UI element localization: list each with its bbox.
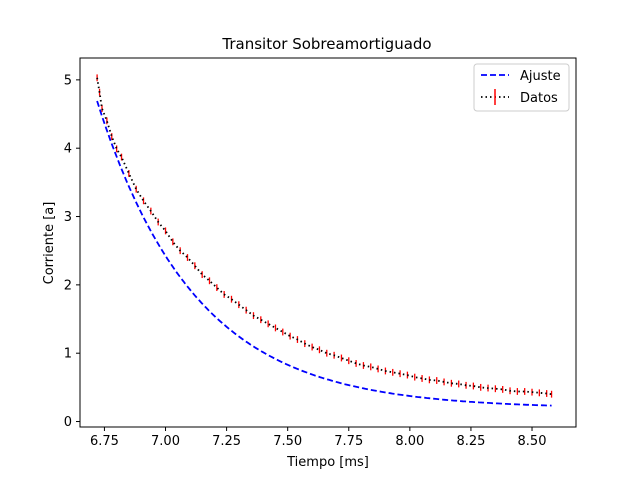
datos-line [96, 77, 552, 396]
legend-ajuste-label: Ajuste [520, 69, 561, 84]
y-axis-label: Corriente [a] [42, 202, 57, 285]
x-tick-label: 7.50 [273, 434, 302, 449]
y-tick-label: 4 [64, 142, 72, 157]
chart-title: Transitor Sobreamortiguado [221, 35, 431, 53]
x-axis: 6.75 7.00 7.25 7.50 7.75 8.00 8.25 8.50 [90, 427, 547, 449]
legend-datos-label: Datos [520, 91, 558, 106]
x-tick-label: 8.00 [395, 434, 424, 449]
y-tick-label: 2 [64, 278, 72, 293]
x-tick-label: 8.25 [456, 434, 485, 449]
legend-box [473, 63, 570, 112]
y-tick-label: 0 [64, 415, 72, 430]
x-tick-label: 7.25 [212, 434, 241, 449]
ajuste-line [96, 100, 552, 407]
x-tick-label: 6.75 [90, 434, 119, 449]
x-tick-label: 7.75 [334, 434, 363, 449]
y-tick-label: 5 [64, 73, 72, 88]
y-tick-label: 1 [64, 347, 72, 362]
x-tick-label: 7.00 [151, 434, 180, 449]
plot-area [96, 74, 553, 407]
y-axis: 0 1 2 3 4 5 [64, 73, 80, 430]
x-axis-label: Tiempo [ms] [286, 455, 369, 470]
legend: Ajuste Datos [473, 63, 570, 112]
axes-frame [79, 57, 577, 428]
x-tick-label: 8.50 [518, 434, 547, 449]
y-tick-label: 3 [64, 210, 72, 225]
